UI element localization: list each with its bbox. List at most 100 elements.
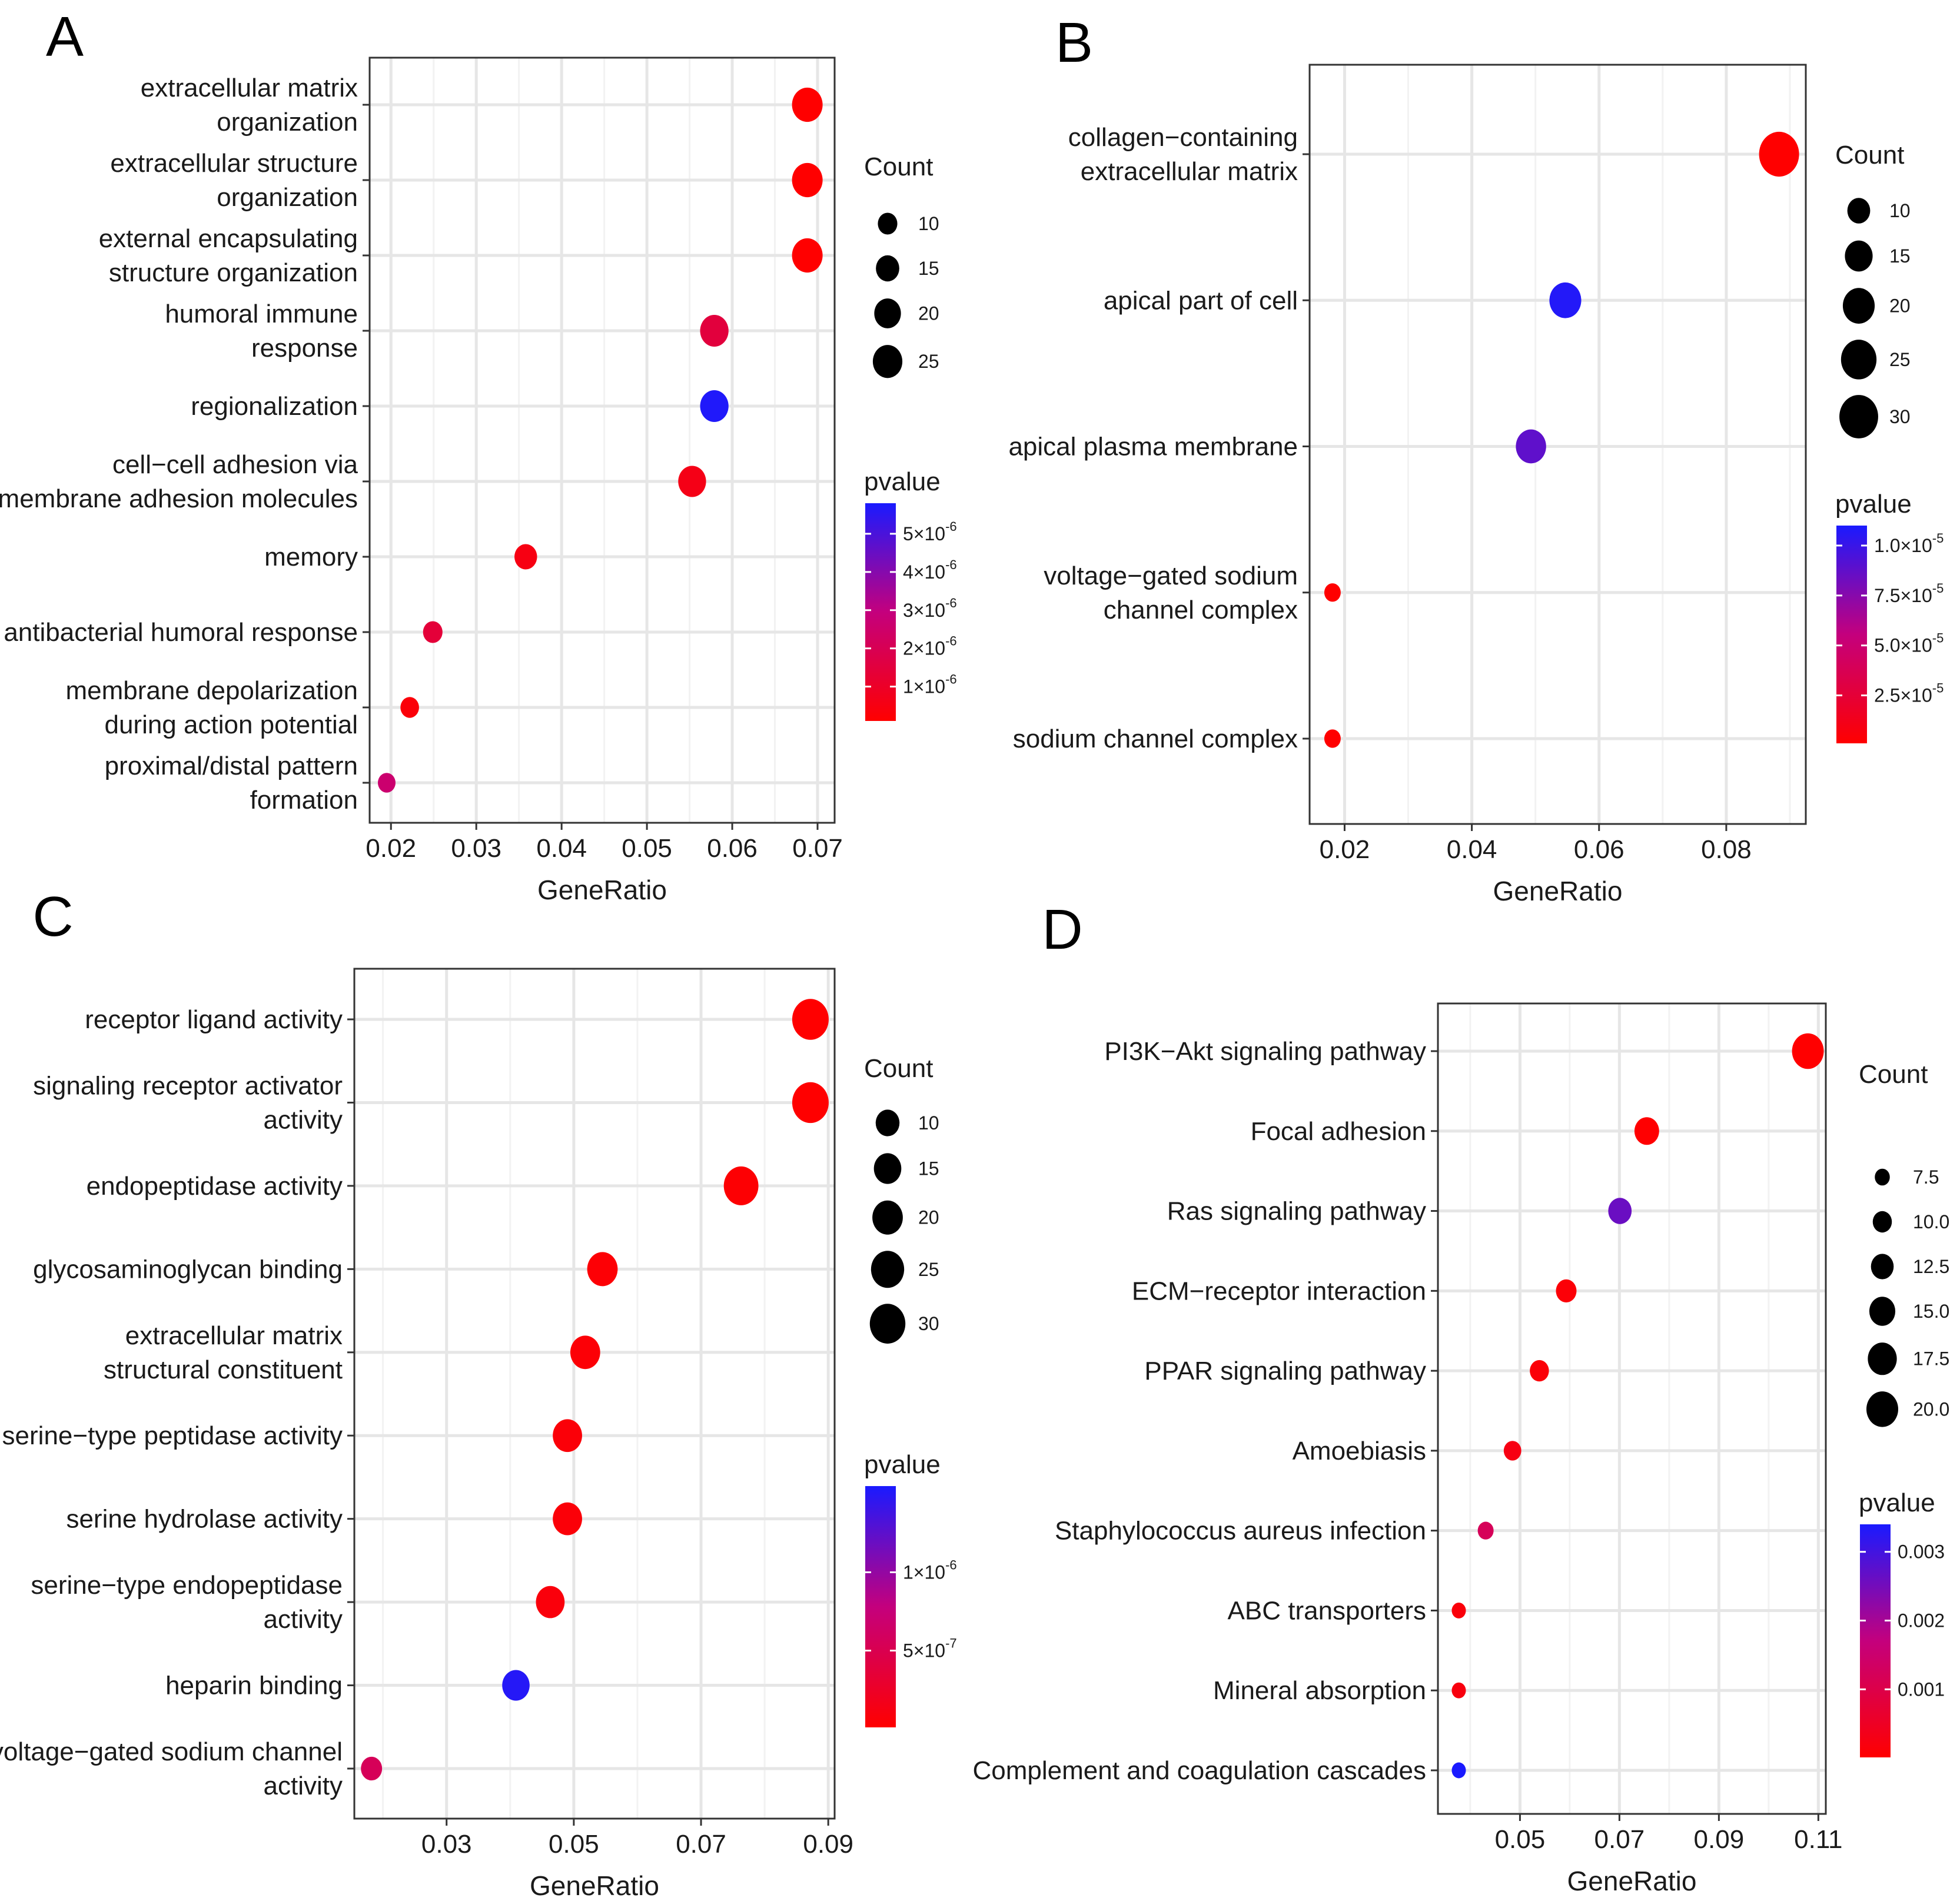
count-legend-label: 15 <box>918 1158 939 1179</box>
count-legend-label: 20.0 <box>1913 1398 1949 1420</box>
count-legend-key <box>1875 1168 1890 1186</box>
data-point <box>1503 1441 1522 1461</box>
panel-letter: A <box>46 5 84 68</box>
category-label: serine−type peptidase activity <box>2 1421 343 1450</box>
category-label: activity <box>264 1772 343 1800</box>
category-label: activity <box>264 1605 343 1634</box>
pvalue-legend-label: 4×10-6 <box>903 557 957 583</box>
category-label: organization <box>217 108 358 137</box>
data-point <box>361 1756 383 1781</box>
data-point <box>536 1586 565 1618</box>
pvalue-legend-label: 1×10-6 <box>903 672 957 697</box>
category-label: proximal/distal pattern <box>105 752 358 780</box>
count-legend-key <box>875 1109 900 1136</box>
category-label: regionalization <box>191 392 358 421</box>
category-label: Ras signaling pathway <box>1167 1197 1426 1226</box>
category-label: external encapsulating <box>99 224 358 253</box>
data-point <box>1759 131 1799 177</box>
count-legend-label: 30 <box>1889 406 1911 427</box>
data-point <box>400 697 419 718</box>
x-tick-label: 0.09 <box>803 1830 853 1859</box>
data-point <box>1451 1762 1466 1779</box>
data-point <box>1324 729 1341 748</box>
data-point <box>1324 583 1341 602</box>
data-point <box>377 773 396 793</box>
data-point <box>1792 1033 1824 1069</box>
count-legend-label: 15 <box>918 258 939 279</box>
count-legend-label: 17.5 <box>1913 1348 1949 1370</box>
count-legend-key <box>874 298 901 328</box>
data-point <box>1634 1117 1659 1145</box>
category-label: serine−type endopeptidase <box>31 1571 343 1600</box>
count-legend-key <box>1845 240 1873 272</box>
count-legend-label: 25 <box>1889 349 1911 370</box>
category-label: antibacterial humoral response <box>4 618 358 647</box>
count-legend-key <box>869 1304 906 1344</box>
count-legend-key <box>1839 395 1878 438</box>
pvalue-legend-label: 5×10-6 <box>903 519 957 544</box>
plot-frame <box>368 57 836 824</box>
x-tick-label: 0.09 <box>1694 1825 1745 1854</box>
x-axis-title: GeneRatio <box>537 875 667 905</box>
count-legend-key <box>872 1200 903 1235</box>
data-point <box>723 1166 759 1205</box>
category-label: Complement and coagulation cascades <box>973 1756 1426 1785</box>
count-legend-key <box>1872 1211 1892 1233</box>
category-label: collagen−containing <box>1068 123 1298 152</box>
category-label: apical plasma membrane <box>1008 433 1298 461</box>
category-label: ECM−receptor interaction <box>1132 1277 1426 1305</box>
data-point <box>792 1082 829 1124</box>
category-label: formation <box>250 786 358 815</box>
category-label: membrane depolarization <box>65 676 358 705</box>
count-legend-label: 25 <box>918 351 939 372</box>
count-legend-key <box>1841 340 1877 380</box>
pvalue-legend-label: 0.003 <box>1898 1541 1945 1563</box>
pvalue-legend-label: 3×10-6 <box>903 596 957 621</box>
count-legend-key <box>878 212 898 235</box>
count-legend-key <box>1871 1254 1894 1279</box>
x-tick-label: 0.02 <box>366 834 416 863</box>
category-label: ABC transporters <box>1228 1596 1426 1625</box>
count-legend-label: 15 <box>1889 245 1911 267</box>
category-label: activity <box>264 1105 343 1134</box>
x-tick-label: 0.03 <box>451 834 501 863</box>
x-tick-label: 0.03 <box>421 1830 472 1859</box>
data-point <box>700 390 729 423</box>
category-label: heparin binding <box>165 1671 343 1700</box>
panel-letter: B <box>1055 11 1093 74</box>
category-label: extracellular structure <box>110 149 358 178</box>
category-label: extracellular matrix <box>125 1321 343 1350</box>
pvalue-colorbar <box>865 1486 896 1727</box>
count-legend-label: 20 <box>1889 295 1911 317</box>
category-label: endopeptidase activity <box>87 1172 343 1201</box>
x-tick-label: 0.05 <box>549 1830 599 1859</box>
data-point <box>1530 1360 1549 1382</box>
category-label: extracellular matrix <box>141 74 358 102</box>
pvalue-legend-title: pvalue <box>864 1450 941 1479</box>
data-point <box>792 162 823 198</box>
count-legend-label: 30 <box>918 1313 939 1334</box>
data-point <box>1549 282 1582 318</box>
count-legend-key <box>1842 288 1875 324</box>
count-legend-key <box>872 345 903 378</box>
category-label: Amoebiasis <box>1293 1437 1426 1465</box>
pvalue-legend-label: 1.0×10-5 <box>1874 531 1944 556</box>
x-tick-label: 0.06 <box>1574 835 1625 864</box>
category-label: structural constituent <box>104 1355 343 1384</box>
x-tick-label: 0.08 <box>1701 835 1752 864</box>
category-label: voltage−gated sodium channel <box>0 1737 343 1766</box>
pvalue-legend-title: pvalue <box>864 467 941 496</box>
count-legend-label: 10 <box>1889 200 1911 221</box>
count-legend-label: 20 <box>918 1207 939 1228</box>
data-point <box>792 238 823 273</box>
category-label: Focal adhesion <box>1251 1117 1426 1146</box>
data-point <box>502 1670 530 1701</box>
pvalue-legend-label: 7.5×10-5 <box>1874 581 1944 606</box>
x-tick-label: 0.04 <box>1447 835 1497 864</box>
count-legend-title: Count <box>1859 1060 1928 1089</box>
data-point <box>1451 1682 1466 1699</box>
pvalue-colorbar <box>1860 1524 1891 1757</box>
x-tick-label: 0.04 <box>536 834 587 863</box>
x-tick-label: 0.02 <box>1320 835 1370 864</box>
pvalue-legend-label: 2.5×10-5 <box>1874 681 1944 706</box>
